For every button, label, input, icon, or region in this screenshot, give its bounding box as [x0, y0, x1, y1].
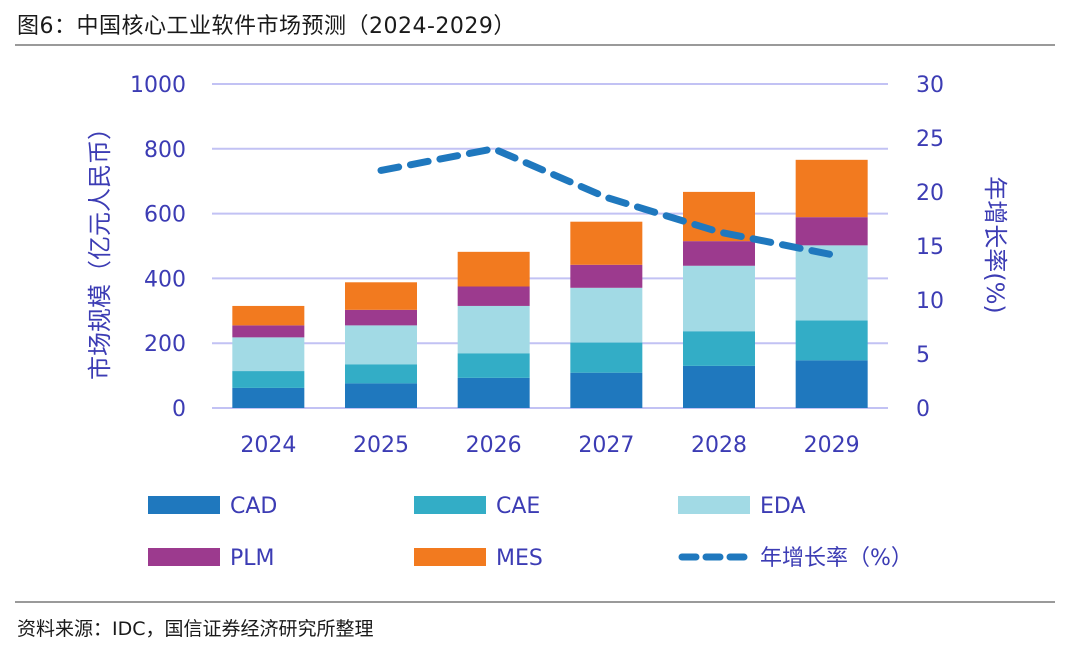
x-axis-ticks: 2024 2025 2026 2027 2028 2029 — [240, 433, 859, 458]
bar-mes-2028 — [683, 191, 755, 242]
legend-label: 年增长率（%） — [760, 546, 913, 571]
bar-cad-2026 — [457, 377, 530, 408]
right-axis-title: 年增长率(%) — [981, 176, 1009, 314]
legend-item-cae: CAE — [414, 494, 540, 519]
legend-swatch-eda — [678, 496, 750, 514]
legend-label: CAE — [496, 494, 540, 519]
legend-label: CAD — [230, 494, 277, 519]
bar-cad-2028 — [683, 365, 755, 408]
left-tick-label: 200 — [144, 332, 186, 357]
left-tick-label: 800 — [144, 138, 186, 163]
x-tick-label: 2029 — [804, 433, 860, 458]
bar-cae-2024 — [232, 371, 305, 388]
bar-eda-2024 — [232, 337, 305, 372]
bar-cae-2027 — [570, 342, 643, 373]
right-axis-ticks: 0 5 10 15 20 25 30 — [916, 73, 944, 422]
left-tick-label: 1000 — [130, 73, 186, 98]
legend: CAD CAE EDA PLM MES 年增长率（%） — [148, 494, 913, 571]
right-tick-label: 25 — [916, 127, 944, 152]
left-tick-label: 0 — [172, 397, 186, 422]
legend-item-cad: CAD — [148, 494, 277, 519]
right-tick-label: 30 — [916, 73, 944, 98]
legend-label: PLM — [230, 546, 275, 571]
bar-eda-2027 — [570, 287, 643, 343]
bar-plm-2024 — [232, 325, 305, 338]
bar-cae-2029 — [795, 320, 868, 361]
legend-label: MES — [496, 546, 543, 571]
bar-cae-2028 — [683, 331, 755, 366]
legend-item-plm: PLM — [148, 546, 275, 571]
bar-eda-2025 — [345, 325, 417, 365]
legend-item-mes: MES — [414, 546, 543, 571]
bar-cae-2026 — [457, 353, 530, 378]
x-tick-label: 2027 — [578, 433, 634, 458]
bar-plm-2027 — [570, 264, 643, 288]
legend-item-eda: EDA — [678, 494, 806, 519]
legend-swatch-cae — [414, 496, 486, 514]
left-tick-label: 600 — [144, 203, 186, 228]
right-tick-label: 20 — [916, 181, 944, 206]
bar-mes-2024 — [232, 305, 305, 326]
source-note: 资料来源：IDC，国信证券经济研究所整理 — [17, 618, 374, 640]
right-tick-label: 5 — [916, 343, 930, 368]
legend-item-growth-rate: 年增长率（%） — [678, 546, 913, 571]
bar-plm-2029 — [795, 217, 868, 246]
bar-mes-2025 — [345, 282, 417, 310]
bar-eda-2028 — [683, 265, 755, 332]
x-tick-label: 2028 — [691, 433, 747, 458]
bar-cad-2024 — [232, 387, 305, 408]
bar-mes-2026 — [457, 251, 530, 287]
gridlines — [212, 83, 888, 409]
legend-label: EDA — [760, 494, 806, 519]
bar-eda-2029 — [795, 245, 868, 321]
bar-cad-2025 — [345, 383, 417, 408]
figure-title: 图6：中国核心工业软件市场预测（2024-2029） — [17, 14, 516, 39]
left-axis-ticks: 0 200 400 600 800 1000 — [130, 73, 186, 422]
bar-cad-2027 — [570, 372, 643, 408]
x-tick-label: 2025 — [353, 433, 409, 458]
right-tick-label: 10 — [916, 289, 944, 314]
bar-cad-2029 — [795, 360, 868, 408]
legend-swatch-cad — [148, 496, 220, 514]
x-tick-label: 2026 — [466, 433, 522, 458]
bar-plm-2028 — [683, 241, 755, 266]
x-tick-label: 2024 — [240, 433, 296, 458]
bar-plm-2026 — [457, 286, 530, 306]
bar-mes-2027 — [570, 221, 643, 265]
left-axis-title: 市场规模（亿元人民币） — [86, 116, 114, 380]
right-tick-label: 15 — [916, 235, 944, 260]
bar-eda-2026 — [457, 305, 530, 354]
bar-series — [232, 159, 868, 408]
legend-swatch-mes — [414, 548, 486, 566]
bar-mes-2029 — [795, 159, 868, 218]
left-tick-label: 400 — [144, 267, 186, 292]
title-divider — [15, 44, 1055, 46]
growth-line-series — [377, 145, 836, 259]
right-tick-label: 0 — [916, 397, 930, 422]
bar-plm-2025 — [345, 309, 417, 326]
legend-swatch-plm — [148, 548, 220, 566]
source-divider — [15, 601, 1055, 603]
bar-cae-2025 — [345, 364, 417, 384]
